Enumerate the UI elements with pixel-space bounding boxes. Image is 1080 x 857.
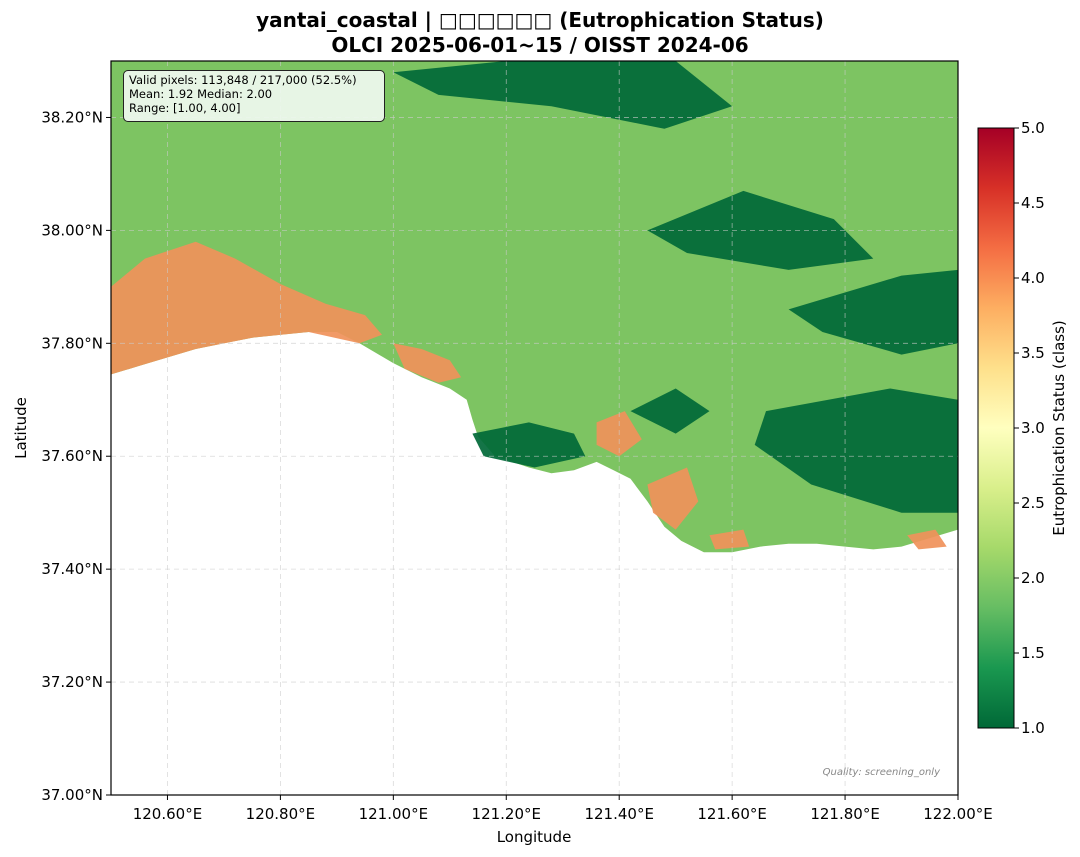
colorbar-tick-label-6: 4.0	[1021, 269, 1045, 287]
x-tick-label-7: 122.00°E	[923, 805, 992, 823]
region-class-4-3	[647, 467, 699, 530]
x-tick-label-5: 121.60°E	[697, 805, 766, 823]
x-axis-label: Longitude	[497, 828, 572, 846]
colorbar-label: Eutrophication Status (class)	[1050, 320, 1068, 536]
chart-subtitle: OLCI 2025-06-01~15 / OISST 2024-06	[331, 33, 749, 57]
colorbar-tick-label-2: 2.0	[1021, 569, 1045, 587]
region-class-1-11	[630, 388, 710, 434]
chart-title: yantai_coastal | □□□□□□ (Eutrophication …	[256, 8, 824, 32]
y-tick-label-4: 37.80°N	[41, 334, 103, 352]
stats-box: Valid pixels: 113,848 / 217,000 (52.5%) …	[123, 70, 385, 122]
y-tick-label-6: 38.20°N	[41, 108, 103, 126]
colorbar-tick-label-7: 4.5	[1021, 194, 1045, 212]
stats-mean-median: Mean: 1.92 Median: 2.00	[129, 87, 273, 101]
colorbar-ticks: 1.0 1.5 2.0 2.5 3.0 3.5 4.0 4.5 5.0	[1014, 119, 1045, 737]
stats-valid-pixels: Valid pixels: 113,848 / 217,000 (52.5%)	[129, 73, 357, 87]
colorbar-tick-label-8: 5.0	[1021, 119, 1045, 137]
region-class-1-9	[754, 388, 958, 513]
x-tick-label-0: 120.60°E	[133, 805, 202, 823]
x-tick-label-6: 121.80°E	[810, 805, 879, 823]
colorbar-tick-label-0: 1.0	[1021, 719, 1045, 737]
x-tick-label-3: 121.20°E	[472, 805, 541, 823]
region-class-4-5	[907, 529, 947, 550]
plot-frame	[110, 60, 959, 796]
colorbar-tick-label-5: 3.5	[1021, 344, 1045, 362]
colorbar-tick-label-1: 1.5	[1021, 644, 1045, 662]
quality-note: Quality: screening_only	[822, 767, 940, 778]
sea-class-2-area	[111, 61, 958, 553]
x-axis-ticks: 120.60°E 120.80°E 121.00°E 121.20°E 121.40°E…	[133, 795, 993, 823]
region-class-1-6	[393, 61, 733, 129]
y-axis-label: Latitude	[12, 397, 30, 459]
x-tick-label-2: 121.00°E	[359, 805, 428, 823]
colorbar-tick-label-3: 2.5	[1021, 494, 1045, 512]
y-tick-label-1: 37.20°N	[41, 673, 103, 691]
x-tick-label-4: 121.40°E	[584, 805, 653, 823]
x-tick-label-1: 120.80°E	[246, 805, 315, 823]
region-class-4-1	[393, 343, 462, 383]
map-plot-area	[111, 61, 958, 795]
y-tick-label-5: 38.00°N	[41, 221, 103, 239]
colorbar-tick-label-4: 3.0	[1021, 419, 1045, 437]
y-axis-ticks: 37.00°N 37.20°N 37.40°N 37.60°N 37.80°N 38.00…	[41, 108, 111, 804]
y-tick-label-0: 37.00°N	[41, 786, 103, 804]
colorbar	[977, 127, 1015, 729]
stats-range: Range: [1.00, 4.00]	[129, 101, 241, 115]
region-class-4-4	[709, 529, 750, 550]
region-class-1-8	[788, 269, 958, 355]
region-class-4-0	[111, 241, 382, 375]
y-tick-label-2: 37.40°N	[41, 560, 103, 578]
y-tick-label-3: 37.60°N	[41, 447, 103, 465]
